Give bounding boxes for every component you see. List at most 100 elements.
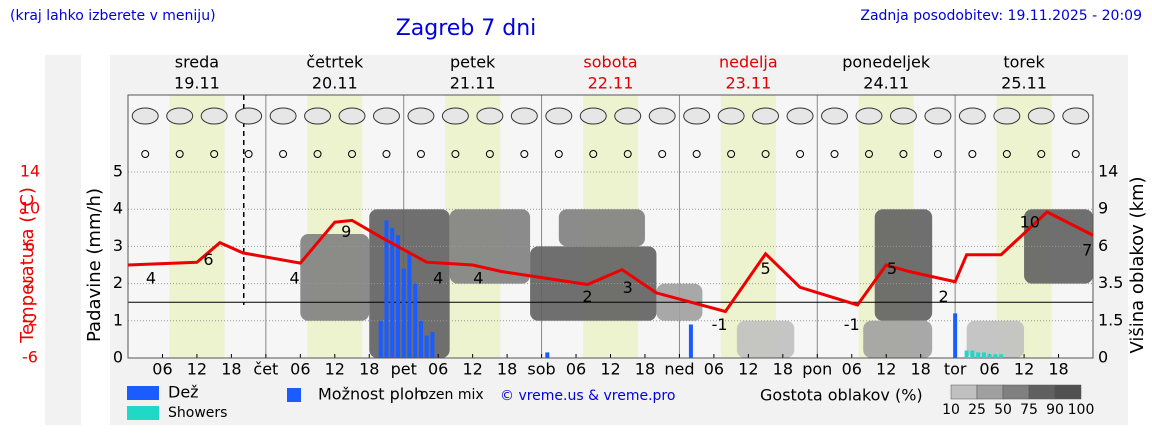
temp-tick-label: 6	[25, 236, 35, 255]
temp-label: 6	[203, 250, 213, 269]
precip-tick-label: 4	[113, 199, 123, 218]
icon-cloud	[338, 107, 366, 125]
temp-label: 5	[760, 259, 770, 278]
temp-label: -1	[712, 315, 728, 334]
weather-icon	[993, 107, 1021, 125]
wind-marker	[348, 150, 357, 158]
x-tick-label: 06	[979, 360, 999, 379]
precip-bar	[953, 313, 958, 358]
icon-cloud	[717, 107, 745, 125]
x-tick-label: čet	[253, 360, 278, 379]
precip-bar	[981, 352, 986, 358]
weather-icon	[407, 107, 435, 125]
icon-cloud	[889, 107, 917, 125]
day-date: 25.11	[1001, 74, 1047, 93]
temp-label: 2	[582, 287, 592, 306]
icon-cloud	[821, 107, 849, 125]
legend-label: ozen mix	[420, 387, 484, 403]
icon-cloud	[752, 107, 780, 125]
wind-marker	[244, 150, 253, 158]
x-tick-label: 18	[497, 360, 517, 379]
wind-marker	[761, 150, 770, 158]
day-date: 19.11	[174, 74, 220, 93]
icon-cloud	[441, 107, 469, 125]
precip-bar	[384, 220, 389, 358]
icon-cloud	[614, 107, 642, 125]
wind-marker	[175, 150, 184, 158]
precip-bar	[976, 352, 981, 358]
x-tick-label: 06	[428, 360, 448, 379]
x-tick-label: 06	[290, 360, 310, 379]
day-name: sreda	[175, 53, 219, 72]
x-tick-label: 18	[910, 360, 930, 379]
weather-icon	[924, 107, 952, 125]
temp-label: 4	[289, 269, 299, 288]
day-name: sobota	[583, 53, 637, 72]
precip-axis-title: Padavine (mm/h)	[84, 188, 105, 342]
x-tick-label: 12	[738, 360, 758, 379]
wind-marker	[210, 150, 219, 158]
precip-bar	[390, 227, 395, 358]
icon-cloud	[166, 107, 194, 125]
weather-icon	[958, 107, 986, 125]
temp-tick-label: -6	[22, 348, 38, 367]
x-tick-label: 06	[566, 360, 586, 379]
weather-icon	[510, 107, 538, 125]
density-swatch	[950, 384, 978, 400]
density-swatch	[1002, 384, 1030, 400]
wind-marker	[968, 150, 977, 158]
temp-tick-label: -2	[22, 310, 38, 329]
temp-label: 9	[341, 222, 351, 241]
left-panel	[45, 55, 81, 425]
weather-icon	[889, 107, 917, 125]
wind-marker	[279, 150, 288, 158]
updated: Zadnja posodobitev: 19.11.2025 - 20:09	[860, 8, 1142, 24]
credit: © vreme.us & vreme.pro	[500, 388, 675, 404]
x-tick-label: 12	[325, 360, 345, 379]
wind-marker	[830, 150, 839, 158]
legend-label: Možnost ploh	[318, 385, 424, 404]
temperature-line	[127, 210, 1094, 314]
density-label: 100	[1068, 402, 1095, 418]
weather-icon	[648, 107, 676, 125]
icon-cloud	[924, 107, 952, 125]
day-name: ponedeljek	[842, 53, 931, 72]
precip-bar	[999, 354, 1004, 358]
icon-cloud	[855, 107, 883, 125]
wind-marker	[692, 150, 701, 158]
temp-tick-label: 10	[20, 199, 40, 218]
wind-marker	[864, 150, 873, 158]
density-label: 75	[1020, 402, 1038, 418]
cloud-tick-label: 14	[1098, 162, 1118, 181]
x-tick-label: 06	[842, 360, 862, 379]
wind-marker	[623, 150, 632, 158]
x-tick-label: 18	[1048, 360, 1068, 379]
cloud-tick-label: 1.5	[1098, 310, 1123, 329]
x-tick-label: sob	[527, 360, 555, 379]
density-swatch	[1054, 384, 1082, 400]
wind-marker	[141, 150, 150, 158]
day-name: nedelja	[719, 53, 778, 72]
weather-icon	[1027, 107, 1055, 125]
wind-marker	[451, 150, 460, 158]
icon-cloud	[1027, 107, 1055, 125]
temp-label: 3	[623, 278, 633, 297]
precip-bar	[418, 320, 423, 358]
precip-tick-label: 3	[113, 236, 123, 255]
cloud-tick-label: 0	[1098, 348, 1108, 367]
precip-bar	[993, 354, 998, 358]
precip-bar	[964, 350, 969, 358]
x-tick-label: tor	[944, 360, 967, 379]
weather-icon	[200, 107, 228, 125]
density-swatch	[976, 384, 1004, 400]
temp-label: 7	[1082, 241, 1092, 260]
icon-cloud	[235, 107, 263, 125]
precip-bar	[545, 352, 550, 358]
cloud-tick-label: 6	[1098, 236, 1108, 255]
wind-marker	[1037, 150, 1046, 158]
icon-cloud	[510, 107, 538, 125]
x-tick-label: 18	[635, 360, 655, 379]
icon-cloud	[579, 107, 607, 125]
wind-marker	[416, 150, 425, 158]
